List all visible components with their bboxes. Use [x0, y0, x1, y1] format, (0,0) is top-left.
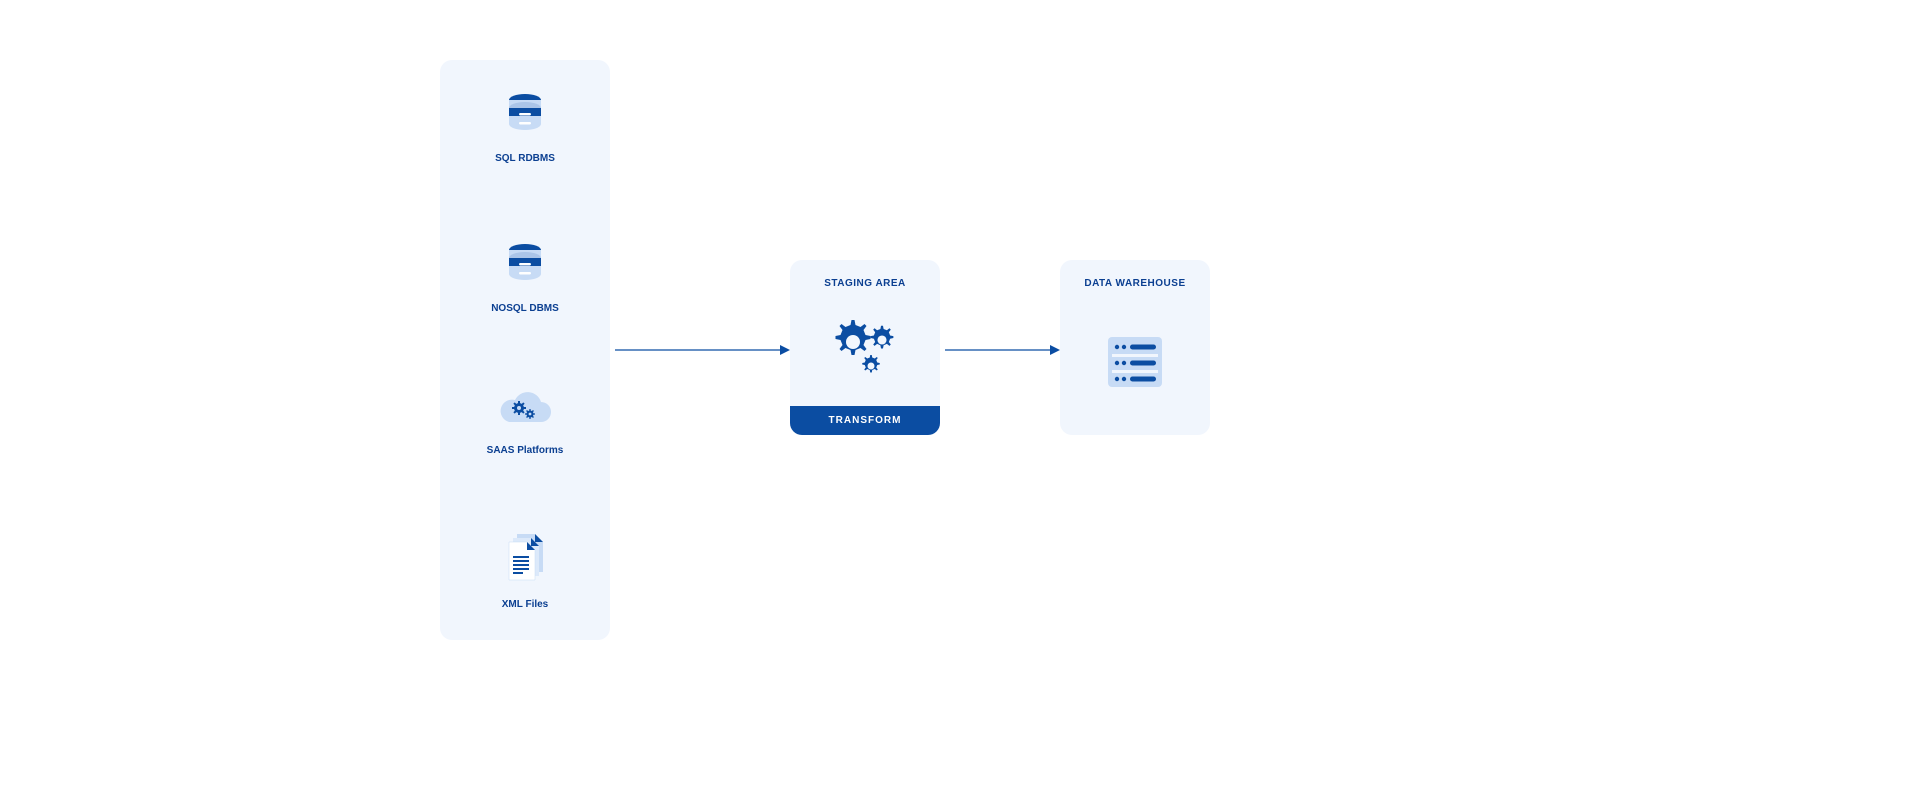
source-item: NOSQL DBMS	[491, 240, 559, 314]
server-icon	[1100, 289, 1170, 435]
database-icon	[501, 240, 549, 293]
gears-icon	[790, 289, 940, 406]
source-label: NOSQL DBMS	[491, 303, 559, 314]
staging-title: STAGING AREA	[824, 278, 906, 289]
database-icon	[501, 90, 549, 143]
files-icon	[501, 532, 549, 589]
source-label: SQL RDBMS	[495, 153, 555, 164]
source-item: SQL RDBMS	[495, 90, 555, 164]
source-item: SAAS Platforms	[487, 390, 564, 456]
flow-arrow	[945, 344, 1060, 346]
flow-arrow	[615, 344, 790, 346]
warehouse-title: DATA WAREHOUSE	[1084, 278, 1185, 289]
source-label: SAAS Platforms	[487, 445, 564, 456]
sources-panel: SQL RDBMS NOSQL DBMS	[440, 60, 610, 640]
source-label: XML Files	[502, 599, 549, 610]
transform-footer: TRANSFORM	[790, 406, 940, 435]
staging-panel: STAGING AREA TRANSFORM	[790, 260, 940, 435]
source-item: XML Files	[501, 532, 549, 610]
cloud-gears-icon	[497, 390, 553, 435]
warehouse-panel: DATA WAREHOUSE	[1060, 260, 1210, 435]
